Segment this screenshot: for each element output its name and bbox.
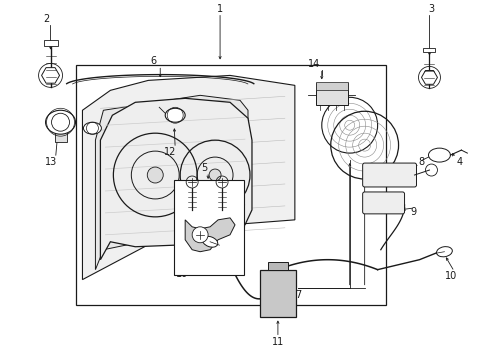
Text: 14: 14 [307, 59, 319, 69]
Bar [315, 84, 347, 105]
Text: 3: 3 [427, 4, 434, 14]
Text: 11: 11 [271, 337, 284, 347]
Circle shape [147, 167, 163, 183]
Text: 12: 12 [163, 147, 176, 157]
FancyBboxPatch shape [362, 192, 404, 214]
Ellipse shape [427, 148, 449, 162]
Ellipse shape [165, 108, 185, 122]
Polygon shape [185, 218, 235, 252]
Text: 1: 1 [217, 4, 223, 14]
Text: 4: 4 [455, 157, 462, 167]
Polygon shape [82, 75, 294, 280]
Text: 13: 13 [45, 157, 58, 167]
Bar [76, 66, 385, 305]
Text: 9: 9 [409, 207, 416, 217]
Text: 8: 8 [418, 157, 424, 167]
Ellipse shape [83, 122, 101, 134]
Text: 2: 2 [43, 14, 50, 24]
Bar [55, 124, 66, 142]
Ellipse shape [202, 237, 217, 247]
Bar [43, 40, 58, 45]
Bar [315, 82, 347, 90]
Circle shape [192, 227, 208, 243]
Ellipse shape [45, 110, 75, 134]
Circle shape [209, 169, 221, 181]
Ellipse shape [436, 247, 451, 257]
Bar [423, 48, 435, 53]
Text: 10: 10 [445, 271, 457, 281]
Bar [174, 180, 244, 275]
Bar [260, 270, 295, 318]
Text: 7: 7 [294, 289, 300, 300]
Polygon shape [95, 95, 247, 270]
Text: 5: 5 [201, 163, 207, 173]
Text: 6: 6 [150, 57, 156, 67]
Bar [267, 262, 287, 270]
Text: 10: 10 [176, 269, 188, 279]
Polygon shape [100, 98, 251, 260]
FancyBboxPatch shape [362, 163, 416, 187]
